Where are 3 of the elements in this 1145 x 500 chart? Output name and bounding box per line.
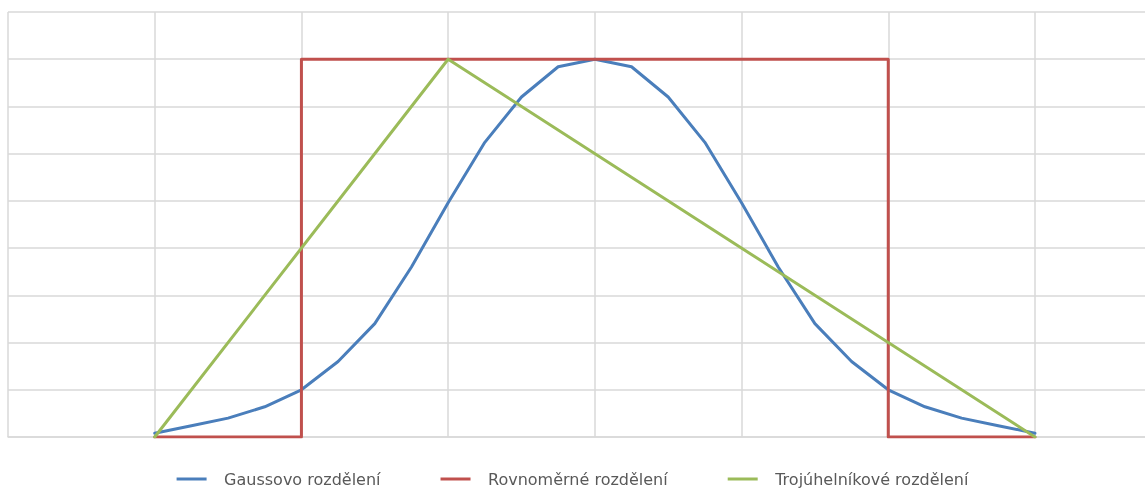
legend-label: Gaussovo rozdělení xyxy=(224,469,382,489)
legend-label: Rovnoměrné rozdělení xyxy=(488,469,669,489)
legend-label: Trojúhelníkové rozdělení xyxy=(774,469,969,489)
